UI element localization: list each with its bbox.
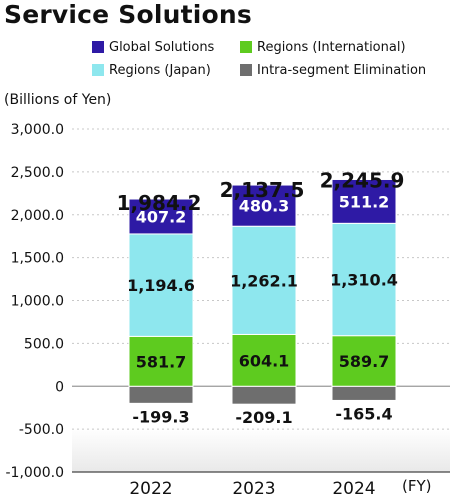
bar-segment xyxy=(331,385,397,401)
bar-segment xyxy=(231,225,297,335)
data-label: 480.3 xyxy=(239,197,290,216)
y-tick-label: -500.0 xyxy=(19,422,64,438)
x-axis-unit: (FY) xyxy=(402,477,432,495)
data-label: -199.3 xyxy=(132,407,189,426)
y-tick-label: 500.0 xyxy=(24,336,64,352)
data-label: -209.1 xyxy=(235,408,292,427)
legend-label-regions-japan: Regions (Japan) xyxy=(109,62,211,78)
data-label: 407.2 xyxy=(136,207,187,226)
bar-segment xyxy=(128,233,194,337)
legend-label-intra-segment-elimination: Intra-segment Elimination xyxy=(257,62,427,78)
data-label: 511.2 xyxy=(339,192,390,211)
data-label: 1,262.1 xyxy=(230,271,298,290)
legend-item-global-solutions: Global Solutions xyxy=(92,38,214,56)
data-label: 589.7 xyxy=(339,352,390,371)
bar-segment xyxy=(231,184,297,227)
bar-segment xyxy=(331,178,397,224)
x-tick-label: 2023 xyxy=(232,479,275,497)
bar-segment xyxy=(128,198,194,235)
bar-segment xyxy=(231,333,297,387)
bar-segment xyxy=(128,385,194,404)
y-tick-label: 3,000.0 xyxy=(11,122,64,138)
legend-swatch-regions-international xyxy=(240,41,252,53)
data-label: 1,194.6 xyxy=(127,276,195,295)
y-tick-label: -1,000.0 xyxy=(6,465,65,481)
total-label: 2,137.5 xyxy=(220,178,305,202)
total-label: 1,984.2 xyxy=(117,191,202,215)
data-label: 581.7 xyxy=(136,352,187,371)
y-tick-label: 2,000.0 xyxy=(11,208,64,224)
y-axis-label: (Billions of Yen) xyxy=(4,92,112,108)
legend-label-global-solutions: Global Solutions xyxy=(109,39,215,55)
legend-item-regions-international: Regions (International) xyxy=(240,38,406,56)
bar-segment xyxy=(331,335,397,387)
x-tick-label: 2024 xyxy=(332,479,375,497)
y-tick-label: 2,500.0 xyxy=(11,165,64,181)
bar-segment xyxy=(231,385,297,405)
data-label: 1,310.4 xyxy=(330,270,398,289)
bar-segment xyxy=(128,335,194,387)
legend-swatch-global-solutions xyxy=(92,41,104,53)
total-label: 2,245.9 xyxy=(320,169,405,193)
y-tick-label: 1,000.0 xyxy=(11,294,64,310)
x-tick-label: 2022 xyxy=(129,479,172,497)
legend-label-regions-international: Regions (International) xyxy=(257,39,406,55)
legend-swatch-regions-japan xyxy=(92,64,104,76)
legend-item-intra-segment-elimination: Intra-segment Elimination xyxy=(240,61,426,79)
y-tick-label: 1,500.0 xyxy=(11,251,64,267)
negative-region-shading xyxy=(72,428,450,472)
chart-title: Service Solutions xyxy=(4,0,252,29)
data-label: -165.4 xyxy=(335,404,392,423)
data-label: 604.1 xyxy=(239,351,290,370)
legend-item-regions-japan: Regions (Japan) xyxy=(92,61,211,79)
y-tick-label: 0 xyxy=(55,379,64,395)
legend-swatch-intra-segment-elimination xyxy=(240,64,252,76)
bar-segment xyxy=(331,222,397,337)
